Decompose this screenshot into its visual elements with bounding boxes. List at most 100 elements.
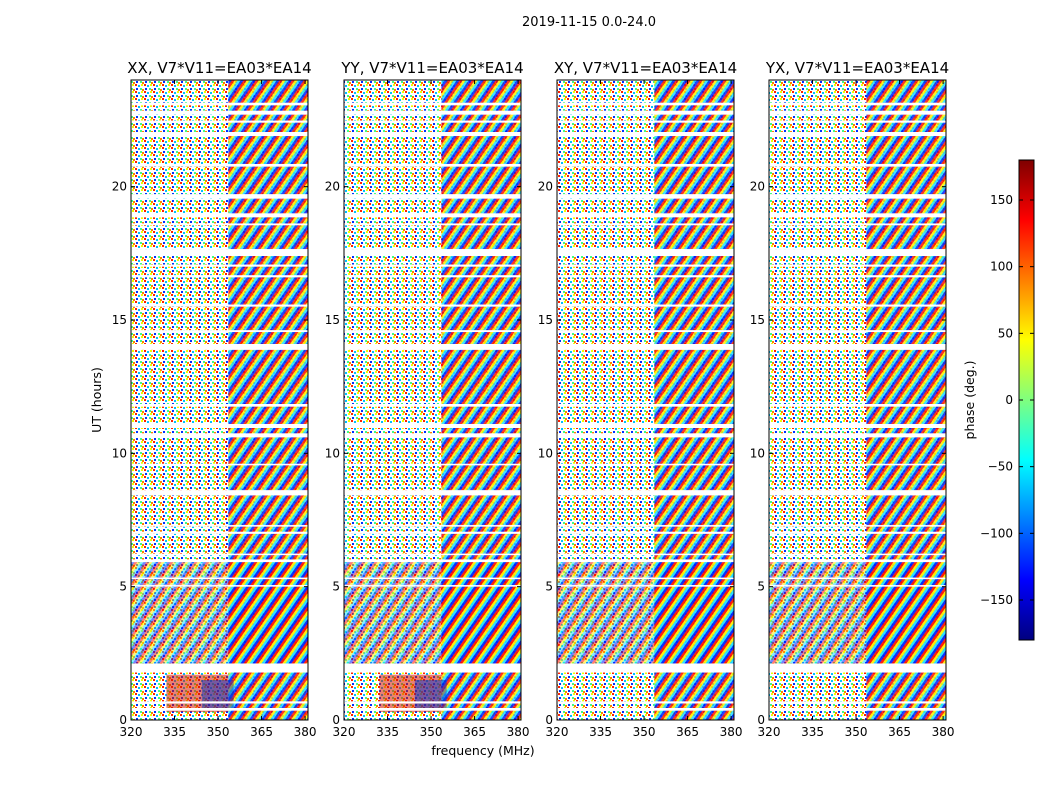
colorbar-tick-label: 0	[1005, 393, 1013, 407]
flagged-gap	[131, 304, 308, 307]
flagged-gap	[557, 525, 734, 527]
x-tick-label: 320	[333, 725, 356, 739]
flagged-gap	[557, 120, 734, 123]
y-tick-label: 15	[325, 313, 340, 327]
panel-title: YY, V7*V11=EA03*EA14	[340, 59, 523, 77]
flagged-gap	[131, 424, 308, 428]
x-tick-label: 335	[376, 725, 399, 739]
panel-frame	[130, 79, 309, 721]
flagged-gap	[344, 577, 521, 580]
flagged-gap	[131, 525, 308, 527]
y-tick-label: 0	[332, 713, 340, 727]
flagged-gap	[557, 102, 734, 106]
flagged-gap	[344, 404, 521, 407]
flagged-gap	[344, 463, 521, 466]
y-tick-label: 5	[119, 580, 127, 594]
x-tick-label: 365	[676, 725, 699, 739]
flagged-gap	[131, 132, 308, 136]
flagged-gap	[557, 344, 734, 350]
flagged-gap	[131, 553, 308, 556]
flagged-gap	[557, 110, 734, 115]
flagged-gap	[769, 577, 946, 580]
flagged-gap	[344, 304, 521, 307]
flagged-gap	[131, 164, 308, 167]
colorbar-label: phase (deg.)	[962, 361, 977, 440]
flagged-gap	[769, 531, 946, 534]
panel-xy: XY, V7*V11=EA03*EA14 320 335 350 365 380 0 5 10 1…	[538, 59, 743, 739]
flagged-gap	[557, 559, 734, 563]
panel-yx: YX, V7*V11=EA03*EA14 320 335 350 365 380 0 5 10 1…	[750, 59, 955, 739]
panel-frame	[343, 79, 522, 721]
flagged-gap	[131, 701, 308, 704]
flagged-gap	[344, 249, 521, 256]
y-tick-label: 15	[538, 313, 553, 327]
panel-title: YX, V7*V11=EA03*EA14	[765, 59, 949, 77]
flagged-gap	[344, 424, 521, 428]
flagged-gap	[344, 330, 521, 332]
flagged-gap	[769, 110, 946, 115]
y-tick-label: 0	[119, 713, 127, 727]
x-axis-label: frequency (MHz)	[431, 743, 534, 758]
flagged-gap	[557, 264, 734, 267]
flagged-gap	[344, 213, 521, 218]
flagged-gap	[344, 559, 521, 563]
flagged-gap	[131, 120, 308, 123]
flagged-gap	[131, 275, 308, 278]
flagged-gap	[557, 424, 734, 428]
flagged-gap	[557, 132, 734, 136]
flagged-gap	[131, 264, 308, 267]
flagged-gap	[769, 585, 946, 587]
flagged-gap	[769, 433, 946, 438]
flagged-gap	[344, 132, 521, 136]
flagged-gap	[769, 463, 946, 466]
y-tick-label: 5	[545, 580, 553, 594]
flagged-gap	[131, 490, 308, 496]
flagged-gap	[344, 194, 521, 199]
x-tick-label: 320	[758, 725, 781, 739]
flagged-gap	[769, 275, 946, 278]
panel-frame	[768, 79, 947, 721]
heatmap-fringes-low	[131, 560, 308, 667]
flagged-gap	[344, 553, 521, 556]
y-tick-label: 20	[750, 180, 765, 194]
x-tick-label: 320	[120, 725, 143, 739]
flagged-gap	[557, 164, 734, 167]
flagged-gap	[131, 102, 308, 106]
y-tick-label: 10	[325, 446, 340, 460]
flagged-gap	[769, 102, 946, 106]
flagged-gap	[769, 559, 946, 563]
x-tick-label: 335	[163, 725, 186, 739]
y-tick-label: 10	[750, 446, 765, 460]
flagged-gap	[769, 304, 946, 307]
flagged-gap	[131, 433, 308, 438]
y-tick-label: 10	[112, 446, 127, 460]
flagged-gap	[769, 249, 946, 256]
flagged-gap	[769, 490, 946, 496]
flagged-gap	[131, 249, 308, 256]
colorbar-tick-label: −50	[988, 460, 1013, 474]
flagged-gap	[344, 102, 521, 106]
panel-title: XY, V7*V11=EA03*EA14	[554, 59, 737, 77]
flagged-gap	[131, 708, 308, 711]
colorbar-tick-label: 50	[998, 326, 1013, 340]
flagged-gap	[769, 525, 946, 527]
flagged-gap	[131, 577, 308, 580]
flagged-gap	[344, 490, 521, 496]
x-tick-label: 320	[546, 725, 569, 739]
y-tick-label: 15	[750, 313, 765, 327]
flagged-gap	[769, 424, 946, 428]
x-tick-label: 365	[250, 725, 273, 739]
heatmap-fringes-low	[557, 560, 734, 667]
flagged-gap	[344, 275, 521, 278]
x-tick-label: 380	[720, 725, 743, 739]
flagged-gap	[344, 701, 521, 704]
x-tick-label: 350	[845, 725, 868, 739]
flagged-gap	[557, 708, 734, 711]
flagged-gap	[131, 663, 308, 673]
flagged-gap	[557, 531, 734, 534]
flagged-gap	[131, 463, 308, 466]
flagged-gap	[769, 663, 946, 673]
x-tick-label: 335	[801, 725, 824, 739]
panels: XX, V7*V11=EA03*EA14 320 335 350 365 380 0 5 10 1…	[112, 59, 955, 739]
